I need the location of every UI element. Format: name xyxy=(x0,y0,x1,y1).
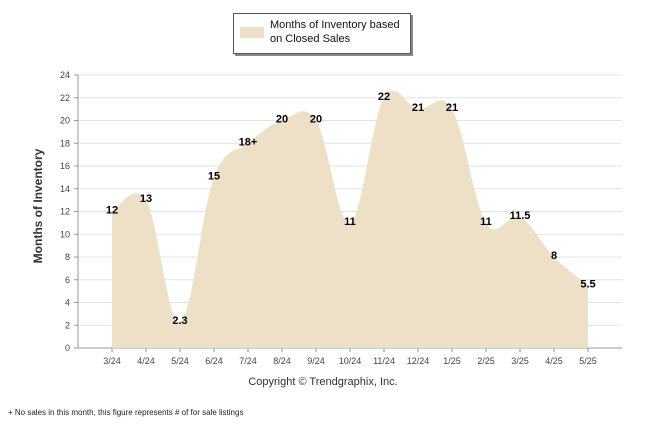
y-tick-label: 14 xyxy=(60,184,70,194)
x-tick-label: 3/25 xyxy=(511,356,529,366)
y-tick-label: 24 xyxy=(60,70,70,80)
y-tick-label: 16 xyxy=(60,161,70,171)
data-label: 2.3 xyxy=(172,315,187,327)
legend-swatch xyxy=(240,27,264,38)
y-tick-label: 22 xyxy=(60,93,70,103)
area-series xyxy=(112,90,588,349)
x-tick-label: 5/24 xyxy=(171,356,189,366)
y-axis-label: Months of Inventory xyxy=(31,148,45,263)
x-tick-label: 5/25 xyxy=(579,356,597,366)
copyright-text: Copyright © Trendgraphix, Inc. xyxy=(248,376,398,388)
x-tick-label: 8/24 xyxy=(273,356,291,366)
data-label: 20 xyxy=(276,114,288,126)
data-label: 22 xyxy=(378,91,390,103)
data-label: 11.5 xyxy=(510,210,531,222)
data-labels: 12 13 2.3 15 18+ 20 20 11 22 21 21 11 11.5 8 5.5 xyxy=(106,91,596,327)
x-tick-label: 4/25 xyxy=(545,356,563,366)
x-tick-label: 11/24 xyxy=(373,356,395,366)
legend-label: Months of Inventory based on Closed Sale… xyxy=(270,19,400,45)
area-fill xyxy=(112,90,588,349)
y-tick-label: 20 xyxy=(60,116,70,126)
footnote-text: + No sales in this month, this figure re… xyxy=(8,408,244,417)
data-label: 21 xyxy=(412,102,424,114)
y-tick-label: 4 xyxy=(65,298,70,308)
data-label: 15 xyxy=(208,170,220,182)
x-tick-label: 12/24 xyxy=(407,356,430,366)
x-tick-label: 3/24 xyxy=(103,356,121,366)
data-label: 20 xyxy=(310,114,322,126)
data-label: 11 xyxy=(344,216,356,228)
data-label: 18+ xyxy=(239,136,258,148)
data-label: 13 xyxy=(140,193,152,205)
x-tick-label: 6/24 xyxy=(205,356,223,366)
x-tick-label: 1/25 xyxy=(443,356,461,366)
x-tick-label: 7/24 xyxy=(239,356,257,366)
data-label: 12 xyxy=(106,205,118,217)
x-tick-label: 9/24 xyxy=(307,356,325,366)
y-tick-label: 10 xyxy=(60,229,70,239)
x-axis-ticks: 3/24 4/24 5/24 6/24 7/24 8/24 9/24 10/24 11/24 12… xyxy=(103,348,597,366)
y-tick-label: 6 xyxy=(65,275,70,285)
x-tick-label: 2/25 xyxy=(477,356,495,366)
y-tick-label: 18 xyxy=(60,138,70,148)
x-tick-label: 10/24 xyxy=(339,356,362,366)
data-label: 11 xyxy=(480,216,492,228)
y-tick-label: 8 xyxy=(65,252,70,262)
legend: Months of Inventory based on Closed Sale… xyxy=(233,13,411,54)
y-tick-label: 0 xyxy=(65,343,70,353)
x-tick-label: 4/24 xyxy=(137,356,155,366)
y-tick-label: 2 xyxy=(65,320,70,330)
data-label: 21 xyxy=(446,102,458,114)
y-tick-label: 12 xyxy=(60,207,70,217)
data-label: 8 xyxy=(551,250,557,262)
data-label: 5.5 xyxy=(580,278,595,290)
